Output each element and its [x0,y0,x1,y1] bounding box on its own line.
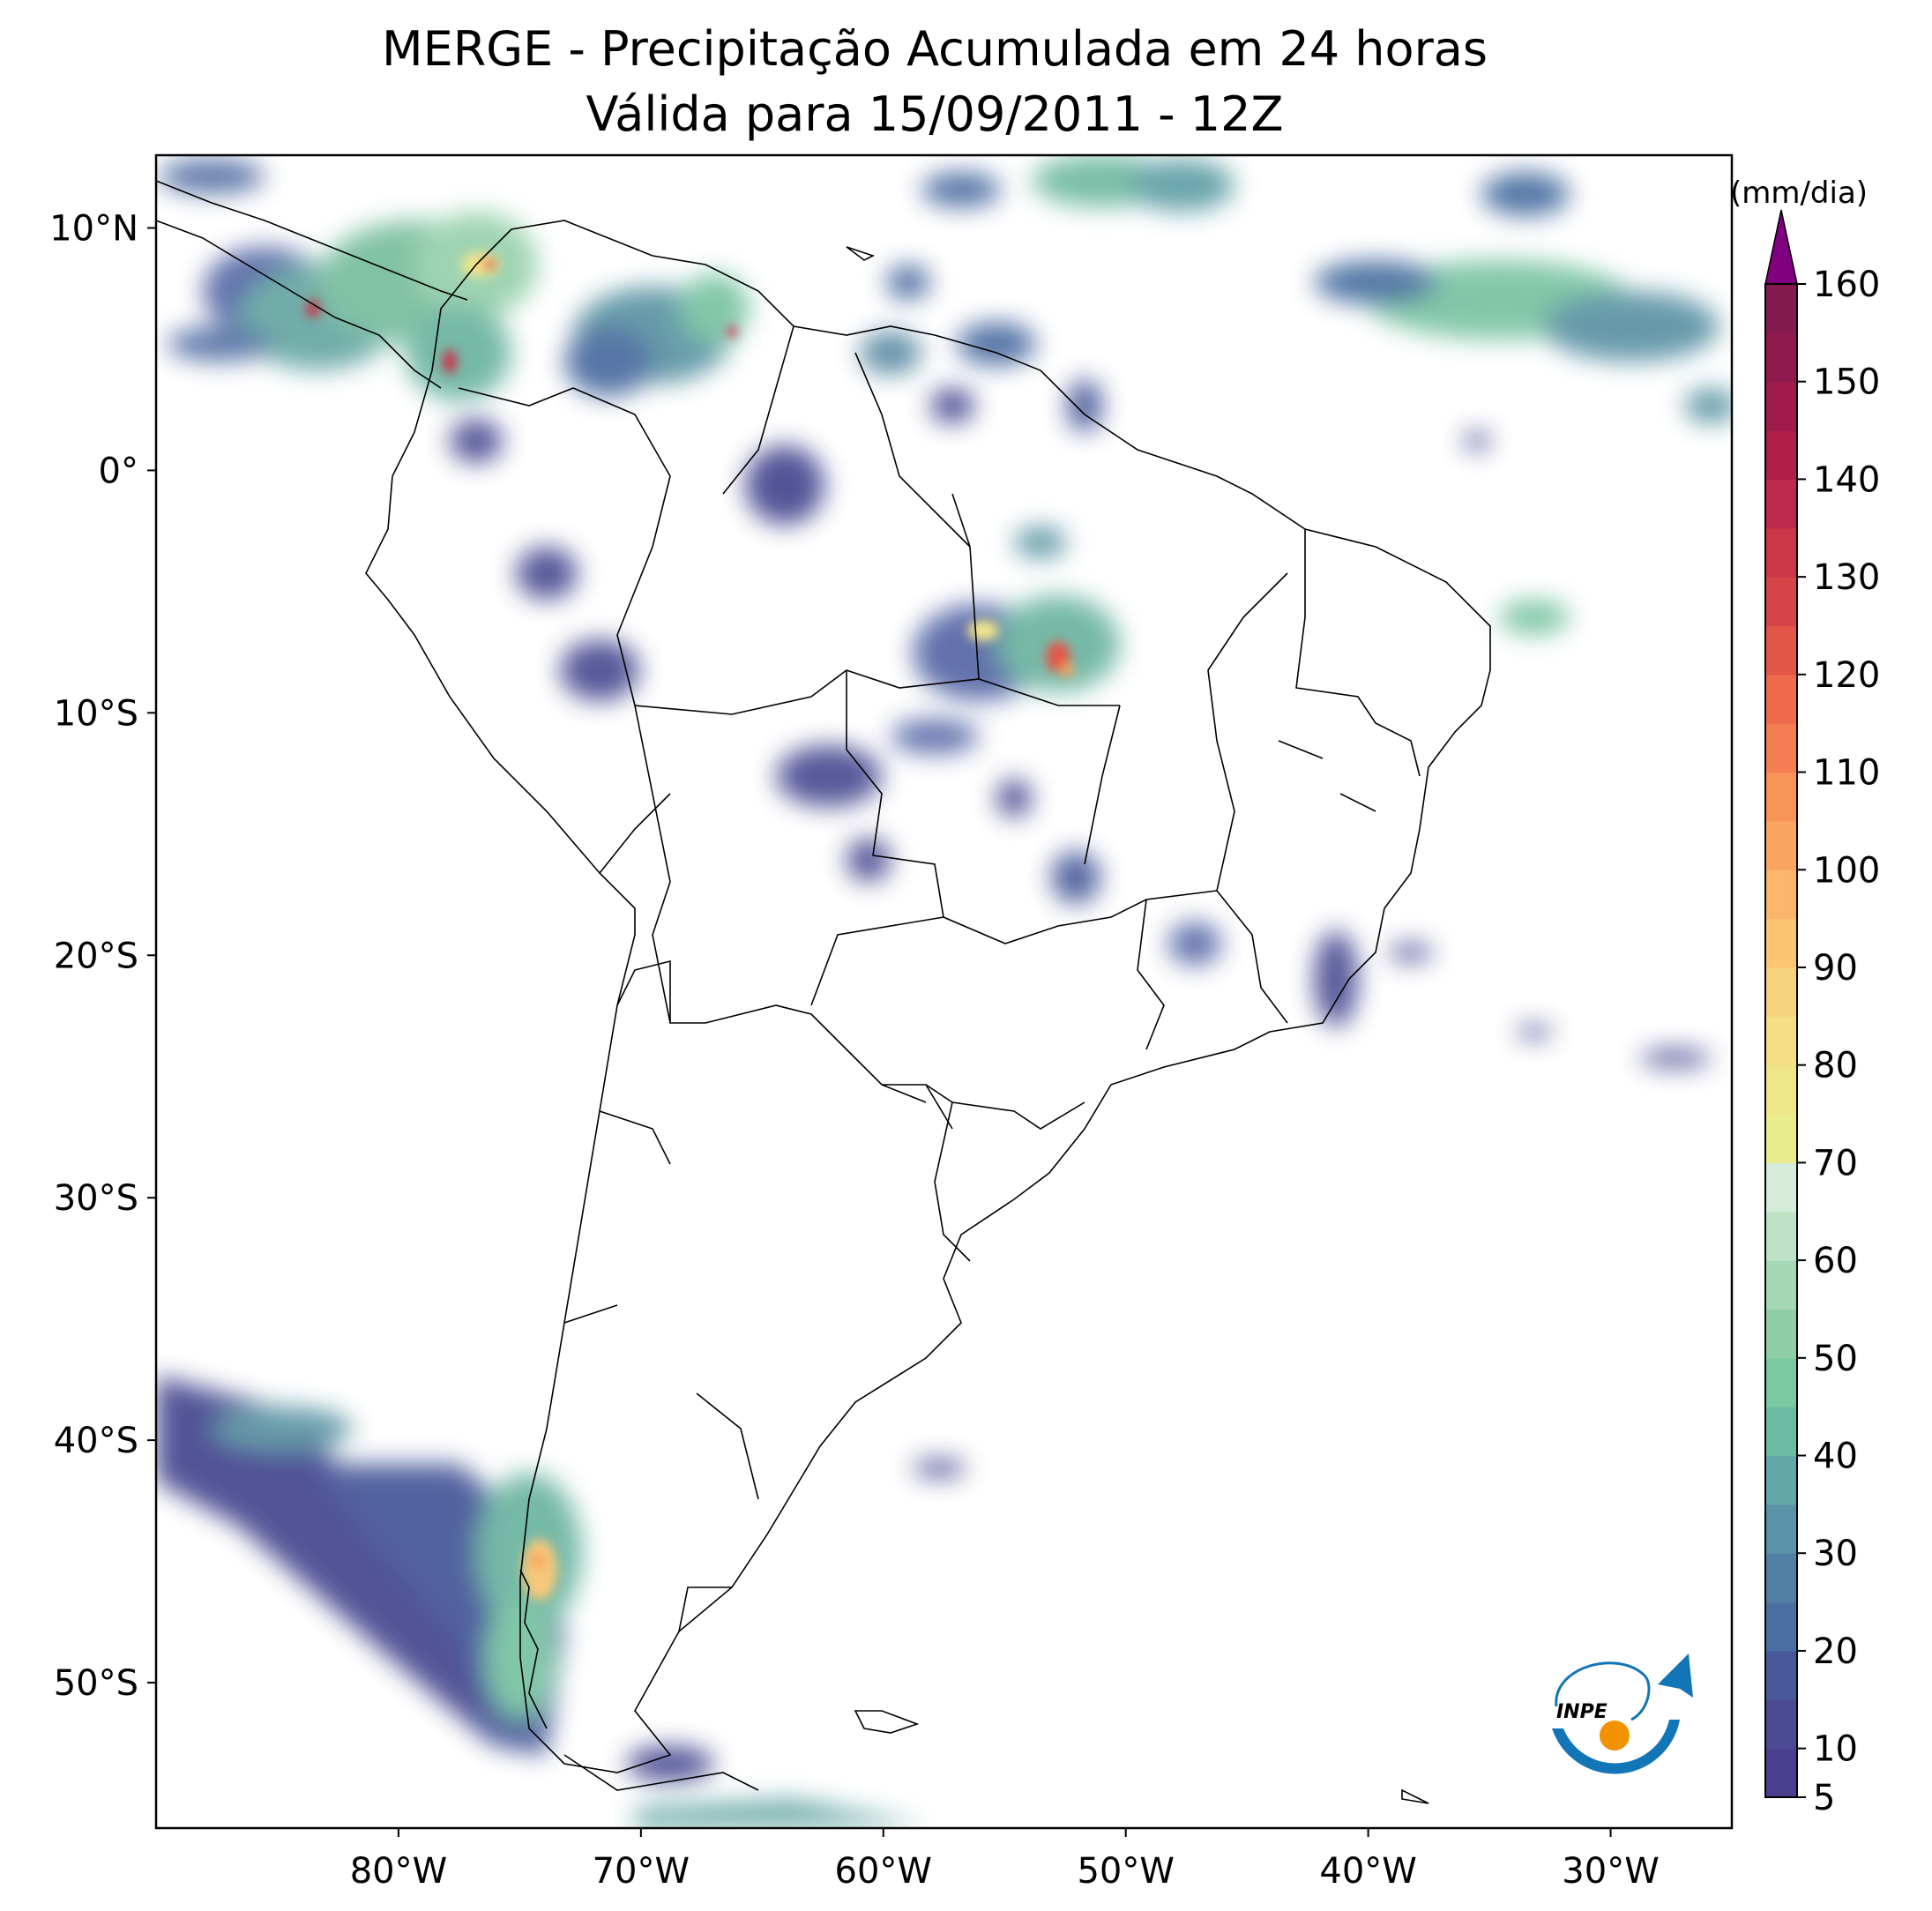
map-panel [154,153,1734,1830]
map-frame [154,153,1734,1830]
colorbar-tick-label: 80 [1813,1046,1858,1086]
colorbar-tick-label: 5 [1813,1778,1835,1818]
colorbar-tick-label: 10 [1813,1729,1858,1770]
logo-text: INPE [1556,1701,1608,1723]
colorbar-frame [1764,283,1798,1798]
colorbar-tick-label: 40 [1813,1437,1858,1477]
lon-tick-label: 80°W [350,1851,447,1892]
precip-northwest-peaks [306,252,737,374]
colorbar-tick-label: 60 [1813,1241,1858,1281]
country-borders [458,325,1421,1632]
islands [519,246,1429,1804]
colorbar-tick-label: 110 [1813,753,1880,794]
precip-southeast [1168,922,1711,1067]
map-title-line2: Válida para 15/09/2011 - 12Z [586,86,1284,142]
colorbar-tick-label: 130 [1813,557,1880,598]
central-america-coastline [156,180,468,389]
colorbar-band [1765,1357,1797,1407]
precip-patagonia-peak [522,1539,557,1601]
lat-tick-label: 40°S [54,1421,138,1461]
colorbar-extend-arrow [1764,209,1798,285]
lat-tick-label: 30°S [54,1178,138,1219]
lat-tick-label: 10°S [54,693,138,734]
precipitation-layer [156,155,1732,1828]
colorbar-band [1765,967,1797,1017]
colorbar-band [1765,1504,1797,1554]
inpe-logo: INPE [1552,1653,1693,1774]
logo-sun-icon [1600,1721,1630,1751]
colorbar-band [1765,1064,1797,1115]
colorbar-tick-label: 150 [1813,362,1880,403]
lat-tick-label: 20°S [54,936,138,976]
colorbar-band [1765,820,1797,870]
colorbar-unit: (mm/dia) [1730,175,1868,211]
colorbar-band [1765,1260,1797,1310]
colorbar-band [1765,430,1797,481]
logo-arrow-icon [1658,1653,1693,1698]
lat-tick-label: 10°N [49,208,138,249]
precip-atlantic [1314,172,1732,635]
lon-tick-label: 30°W [1562,1851,1659,1892]
colorbar-tick-label: 140 [1813,459,1880,500]
logo-arc-icon [1552,1720,1680,1774]
colorbar-band [1765,1699,1797,1750]
colorbar-tick-label: 100 [1813,850,1880,891]
colorbar-band [1765,284,1797,333]
colorbar-band [1765,1407,1797,1457]
map-title-line1: MERGE - Precipitação Acumulada em 24 hor… [382,21,1488,77]
logo-orbit-icon [1555,1661,1651,1721]
colorbar-band [1765,1162,1797,1213]
colorbar-tick-label: 20 [1813,1631,1858,1672]
colorbar-band [1765,1309,1797,1359]
colorbar-tick-label: 160 [1813,265,1880,305]
colorbar-band [1765,1455,1797,1505]
lat-axis: 10°N 0° 10°S 20°S 30°S 40°S 50°S [49,208,156,1704]
colorbar-tick-label: 50 [1813,1339,1858,1379]
lon-tick-label: 60°W [835,1851,932,1892]
colorbar-band [1765,577,1797,627]
colorbar-band [1765,918,1797,968]
lon-tick-label: 70°W [593,1851,690,1892]
lon-tick-label: 40°W [1319,1851,1416,1892]
colorbar-tick-label: 90 [1813,948,1858,989]
lat-tick-label: 50°S [54,1663,138,1704]
lon-axis: 80°W 70°W 60°W 50°W 40°W 30°W [350,1828,1660,1892]
colorbar-band [1765,1016,1797,1066]
precip-caribbean [159,155,1235,212]
lon-tick-label: 50°W [1077,1851,1174,1892]
colorbar-band [1765,381,1797,431]
south-america-coastline [365,220,1491,1773]
colorbar-band [1765,1114,1797,1163]
colorbar-band [1765,772,1797,822]
colorbar: (mm/dia) 5 10 20 30 40 50 60 70 80 90 100 110 120 130… [1730,175,1880,1818]
colorbar-band [1765,527,1797,578]
colorbar-ticks: 5 10 20 30 40 50 60 70 80 90 100 110 120 130 140 150 160 [1797,265,1880,1818]
colorbar-tick-label: 120 [1813,655,1880,696]
colorbar-band [1765,723,1797,773]
colorbar-band [1765,332,1797,383]
colorbar-band [1765,1601,1797,1652]
lat-tick-label: 0° [99,451,138,491]
precip-guianas [745,265,1102,525]
colorbar-band [1765,1650,1797,1700]
coastlines-and-borders [156,180,1491,1804]
precip-northwest [168,212,750,401]
colorbar-band [1765,870,1797,920]
colorbar-band [1765,1748,1797,1798]
colorbar-band [1765,479,1797,529]
colorbar-tick-label: 30 [1813,1534,1858,1574]
colorbar-band [1765,1211,1797,1261]
colorbar-band [1765,1553,1797,1603]
colorbar-bands [1765,284,1797,1798]
colorbar-band [1765,625,1797,676]
colorbar-tick-label: 70 [1813,1143,1858,1183]
colorbar-band [1765,674,1797,724]
